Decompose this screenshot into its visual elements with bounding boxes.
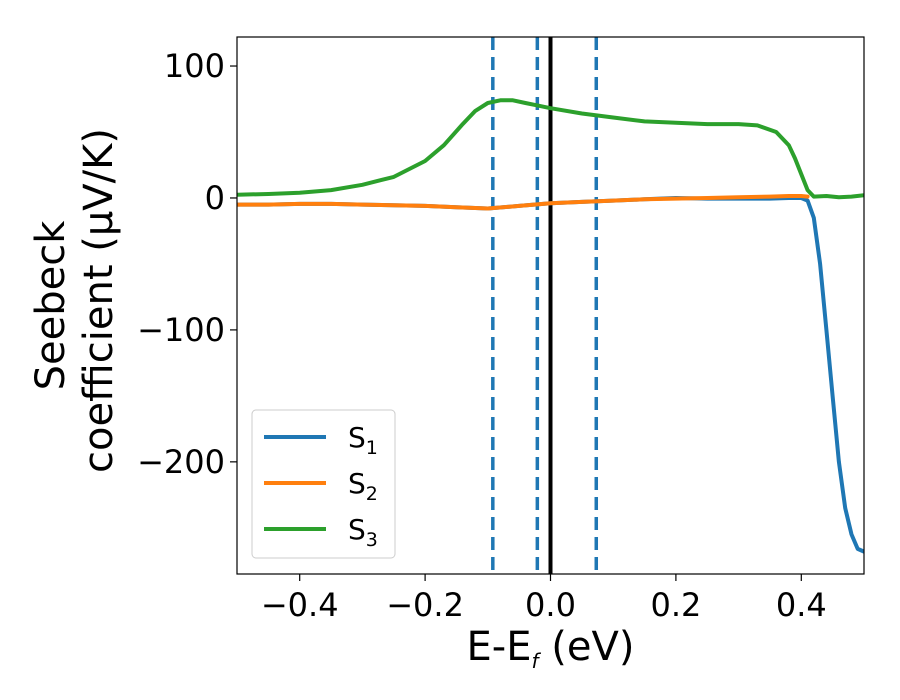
legend: S1 S2 S3: [251, 409, 396, 559]
x-tick-label: 0.2: [650, 586, 701, 624]
x-tick-label: −0.4: [261, 586, 339, 624]
y-tick-label: −100: [137, 311, 225, 349]
x-axis-title: E-Ef (eV): [467, 624, 635, 673]
x-tick-label: 0.4: [776, 586, 827, 624]
y-axis-title-line1: Seebeck: [28, 220, 74, 391]
y-axis-title-line2: coefficient (μV/K): [76, 128, 122, 473]
x-tick-label: −0.2: [386, 586, 464, 624]
x-axis-ticks: −0.4 −0.2 0.0 0.2 0.4: [261, 574, 827, 624]
plot-area: [237, 98, 864, 554]
series-line-s3: [237, 98, 864, 200]
legend-label-s1: S1: [348, 421, 378, 459]
y-tick-label: −200: [137, 443, 225, 481]
legend-label-s3: S3: [348, 513, 378, 551]
series-line-s2: [237, 194, 810, 211]
x-tick-label: 0.0: [525, 586, 576, 624]
y-tick-label: 100: [164, 47, 225, 85]
y-tick-label: 0: [205, 179, 225, 217]
y-axis-title: Seebeck coefficient (μV/K): [28, 128, 122, 473]
legend-label-s2: S2: [348, 467, 378, 505]
y-axis-ticks: 100 0 −100 −200: [137, 47, 237, 481]
reference-lines: [491, 37, 599, 574]
